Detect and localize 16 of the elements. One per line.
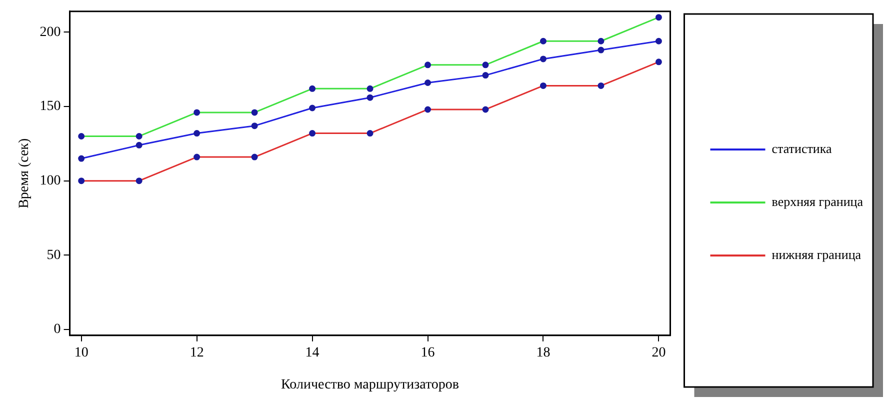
legend-label: нижняя граница	[772, 246, 862, 262]
x-tick-label: 14	[305, 345, 320, 360]
y-tick-label: 150	[40, 99, 61, 114]
x-tick-label: 20	[652, 345, 666, 360]
x-tick-label: 18	[536, 345, 550, 360]
x-tick-label: 12	[190, 345, 204, 360]
x-tick-label: 10	[74, 345, 88, 360]
y-tick-label: 200	[40, 24, 61, 40]
legend-label: статистика	[772, 140, 832, 156]
y-tick-label: 0	[54, 322, 61, 338]
legend-label: верхняя граница	[772, 194, 864, 209]
x-tick-label: 16	[420, 345, 435, 360]
y-tick-label: 100	[40, 174, 61, 189]
y-tick-label: 50	[46, 248, 61, 263]
y-axis-title: Время (сек)	[17, 138, 32, 208]
x-axis-title: Количество маршрутизаторов	[281, 377, 460, 392]
